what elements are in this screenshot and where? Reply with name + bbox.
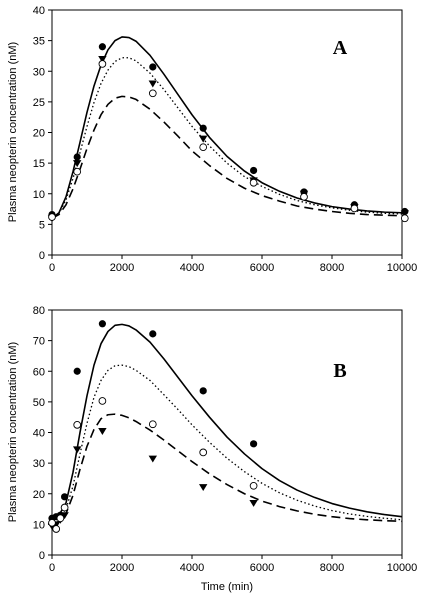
data-point-filled-circle-a [250,166,258,175]
data-point-open-circle-b [199,448,208,457]
axis-ticks-b: 0 2000 4000 6000 8000 10000 0 10 20 30 40 50 60 70 80 [33,305,418,574]
y-tick-label-a: 20 [33,128,45,140]
y-tick-label-b: 0 [39,550,45,562]
fit-curves-b [51,323,403,526]
data-point-filled-circle-a [199,124,207,132]
fit-curve-dashed-b [51,413,403,526]
data-points-a [47,43,409,223]
y-tick-label-a: 0 [39,250,45,262]
y-axis-label-a: Plasma neopterin concentration (nM) [7,42,19,222]
data-point-open-circle-b [52,525,61,533]
y-tick-label-b: 70 [33,336,45,348]
data-point-filled-circle-a [401,207,409,216]
data-point-filled-triangle-down-b [148,455,157,463]
data-point-filled-circle-a [73,153,81,161]
x-tick-label-a: 4000 [180,262,204,274]
x-tick-label-b: 8000 [320,562,344,574]
y-axis-label-b: Plasma neopterin concentration (nM) [7,342,19,522]
data-point-open-circle-a [98,60,107,68]
y-tick-label-a: 35 [33,36,45,48]
data-point-filled-circle-a [149,63,157,71]
fit-curves-a [51,36,403,219]
y-tick-label-b: 30 [33,458,45,470]
data-point-open-circle-a [48,213,56,221]
y-tick-label-b: 60 [33,366,45,378]
x-tick-label-b: 10000 [387,562,418,574]
data-point-filled-triangle-down-a [148,80,157,88]
fit-curve-solid-b [51,323,403,519]
y-tick-label-a: 40 [33,5,45,17]
y-tick-label-a: 10 [33,189,45,201]
y-tick-label-a: 5 [39,219,45,231]
axis-ticks-a: 0 2000 4000 6000 8000 10000 0 5 10 15 20 25 30 35 40 [33,5,418,274]
x-tick-label-b: 0 [49,562,55,574]
data-point-filled-circle-b [73,367,81,375]
data-point-filled-triangle-down-b [98,428,107,435]
data-point-open-circle-a [73,167,82,176]
fit-curve-dashed-a [51,95,403,219]
data-point-open-circle-b [56,514,65,523]
fit-curve-dotted-b [51,364,403,522]
data-point-open-circle-b [48,518,56,527]
data-point-filled-circle-b [149,330,157,338]
data-point-open-circle-a [300,192,308,201]
data-point-filled-triangle-down-b [73,446,82,454]
x-tick-label-a: 10000 [387,262,418,274]
data-point-filled-triangle-down-b [199,484,208,492]
y-tick-label-b: 50 [33,397,45,409]
fit-curve-solid-a [51,36,403,219]
chart-panel-a: 0 2000 4000 6000 8000 10000 0 5 10 15 20 25 30 35 40 A… [7,5,417,274]
data-point-open-circle-b [60,503,69,512]
y-tick-label-a: 25 [33,97,45,109]
x-tick-label-b: 2000 [110,562,134,574]
data-point-open-circle-b [98,397,107,405]
x-tick-label-a: 2000 [110,262,134,274]
panel-label-b: B [333,360,346,382]
data-point-filled-circle-b [250,440,258,448]
panel-label-a: A [333,37,348,59]
chart-panel-b: 0 2000 4000 6000 8000 1000001020304050607080 … [7,305,417,593]
x-tick-label-a: 0 [49,262,55,274]
x-tick-label-a: 6000 [250,262,274,274]
y-tick-label-b: 40 [33,428,45,440]
data-point-filled-circle-b [61,493,69,501]
data-point-open-circle-a [199,143,208,152]
x-tick-label-b: 4000 [180,562,204,574]
x-tick-label-a: 8000 [320,262,344,274]
data-point-filled-circle-a [98,43,106,51]
x-axis-label-b: Time (min) [201,581,253,593]
y-tick-label-a: 15 [33,158,45,170]
y-tick-label-b: 20 [33,489,45,501]
data-point-open-circle-a [148,89,157,98]
y-tick-label-a: 30 [33,66,45,78]
x-tick-label-b: 6000 [250,562,274,574]
data-point-filled-triangle-down-b [249,499,258,507]
data-point-filled-circle-b [98,320,106,328]
fit-curve-dotted-a [51,57,403,219]
data-point-filled-triangle-down-a [98,56,107,63]
data-points-b [47,320,258,533]
data-point-open-circle-b [73,420,82,429]
data-point-filled-triangle-down-a [199,135,208,143]
y-tick-label-b: 80 [33,305,45,317]
data-point-open-circle-a [400,214,409,223]
data-point-open-circle-b [249,481,258,490]
data-point-filled-triangle-down-a [73,160,82,168]
data-point-open-circle-b [148,420,157,429]
data-point-filled-circle-b [199,387,207,395]
data-point-open-circle-a [350,204,359,213]
data-point-open-circle-a [249,178,258,187]
y-tick-label-b: 10 [33,519,45,531]
